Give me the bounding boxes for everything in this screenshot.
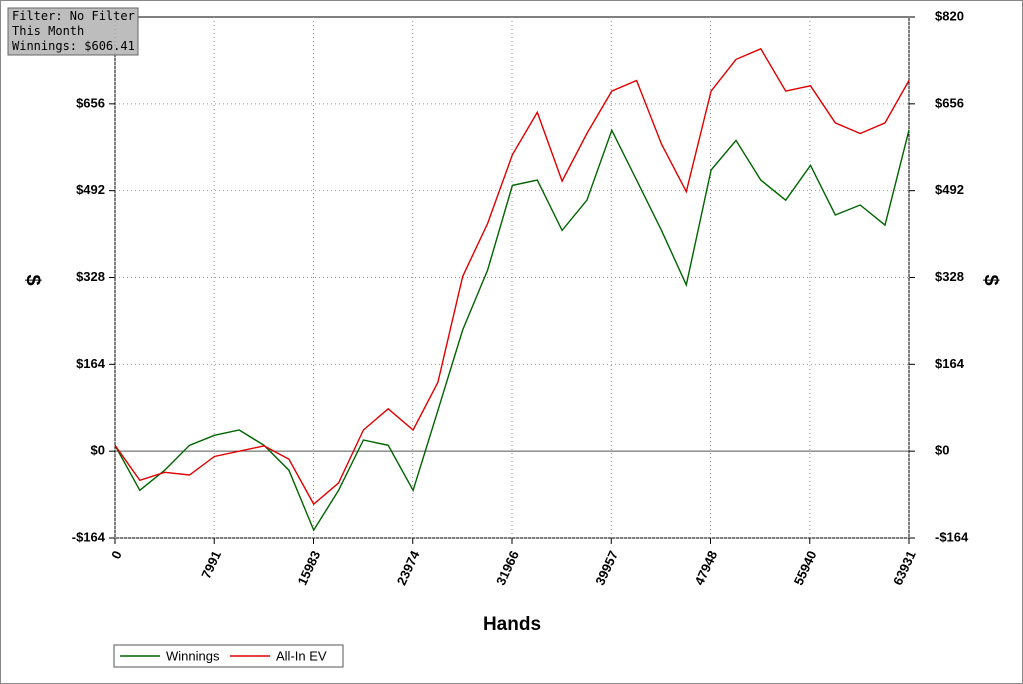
y2-axis-title: $ xyxy=(980,274,1002,285)
y-tick-label: $328 xyxy=(76,269,105,284)
y2-tick-label: $656 xyxy=(935,95,964,110)
y2-tick-label: $164 xyxy=(935,356,965,371)
info-line: Filter: No Filter xyxy=(12,9,135,23)
y-tick-label: $0 xyxy=(91,443,105,458)
info-box xyxy=(7,7,139,56)
legend xyxy=(113,644,344,668)
y-tick-label: $164 xyxy=(76,356,106,371)
y2-tick-label: $328 xyxy=(935,269,964,284)
series-line xyxy=(114,128,910,532)
info-line: Winnings: $606.41 xyxy=(12,39,135,53)
x-axis-title: Hands xyxy=(483,614,541,635)
y2-tick-label: -$164 xyxy=(935,529,969,544)
legend-label: All-In EV xyxy=(276,648,327,663)
y-axis-title: $ xyxy=(22,274,44,285)
y2-tick-label: $820 xyxy=(935,8,964,23)
y2-tick-label: $492 xyxy=(935,182,964,197)
y-tick-label: -$164 xyxy=(72,529,106,544)
series-line xyxy=(114,47,910,506)
y-tick-label: $656 xyxy=(76,95,105,110)
y-tick-label: $492 xyxy=(76,182,105,197)
info-line: This Month xyxy=(12,24,84,38)
legend-label: Winnings xyxy=(166,648,220,663)
y2-tick-label: $0 xyxy=(935,443,949,458)
